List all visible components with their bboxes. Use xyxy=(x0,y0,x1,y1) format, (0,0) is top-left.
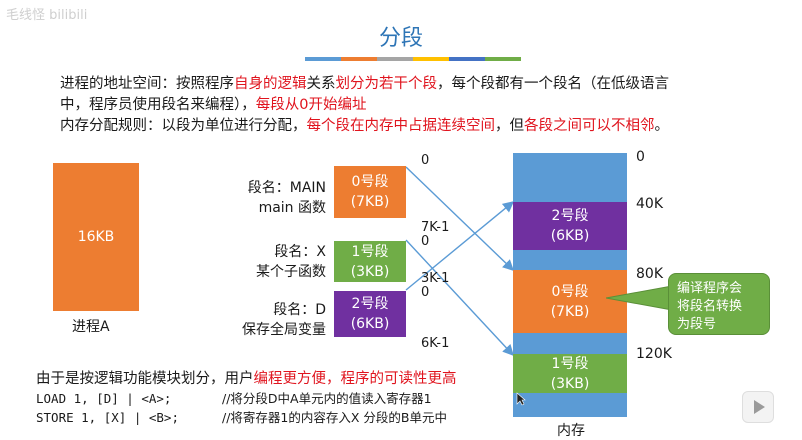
callout-box: 编译程序会 将段名转换 为段号 xyxy=(668,273,770,335)
play-icon xyxy=(754,400,765,414)
memory-free-1 xyxy=(513,153,627,202)
mouse-cursor-icon xyxy=(516,392,526,406)
intro-line-1: 进程的地址空间：按照程序自身的逻辑关系划分为若干个段，每个段都有一个段名（在低级… xyxy=(60,76,669,92)
seg1-end: 3K-1 xyxy=(421,271,450,286)
memory-free-4 xyxy=(513,393,627,417)
play-button[interactable] xyxy=(742,391,774,423)
intro-line-3: 内存分配规则：以段为单位进行分配，每个段在内存中占据连续空间，但各段之间可以不相… xyxy=(60,118,669,134)
seg0-block: 0号段 (7KB) xyxy=(334,166,406,218)
callout-pointer xyxy=(606,285,672,311)
seg0-start: 0 xyxy=(421,153,430,168)
memory-seg2: 2号段 (6KB) xyxy=(513,202,627,250)
memory-label: 内存 xyxy=(557,423,585,439)
bottom-line-1: 由于是按逻辑功能模块划分，用户编程更方便，程序的可读性更高 xyxy=(36,371,457,387)
page-title: 分段 xyxy=(378,26,423,51)
seg2-start: 0 xyxy=(421,285,430,300)
seg1-block: 1号段 (3KB) xyxy=(334,241,406,282)
memory-free-3 xyxy=(513,333,627,354)
seg0-name: 段名：MAIN main 函数 xyxy=(247,180,326,216)
arrow-seg2 xyxy=(405,201,515,291)
memory-mark-120k: 120K xyxy=(636,346,672,362)
process-block: 16KB xyxy=(53,163,139,311)
seg2-end: 6K-1 xyxy=(421,336,450,351)
memory-mark-0: 0 xyxy=(636,149,645,165)
arrow-seg1 xyxy=(405,239,514,357)
code-line-1: LOAD 1, [D] | <A>; xyxy=(36,391,172,406)
memory-seg0: 0号段 (7KB) xyxy=(513,270,627,333)
comment-line-2: //将寄存器1的内容存入X 分段的B单元中 xyxy=(222,410,447,425)
accent-bar-5 xyxy=(449,57,485,61)
seg1-name: 段名：X 某个子函数 xyxy=(256,244,326,280)
accent-bar-6 xyxy=(485,57,521,61)
arrow-seg0 xyxy=(405,166,515,271)
seg2-name: 段名：D 保存全局变量 xyxy=(242,302,326,338)
memory-mark-40k: 40K xyxy=(636,196,663,212)
accent-bar-2 xyxy=(341,57,377,61)
seg0-end: 7K-1 xyxy=(421,220,450,235)
memory-mark-80k: 80K xyxy=(636,266,663,282)
accent-bar-4 xyxy=(413,57,449,61)
accent-bar-3 xyxy=(377,57,413,61)
accent-bar-1 xyxy=(305,57,341,61)
seg1-start: 0 xyxy=(421,234,430,249)
watermark: 毛线怪 bilibili xyxy=(6,8,88,23)
process-label: 进程A xyxy=(72,319,110,335)
seg2-block: 2号段 (6KB) xyxy=(334,291,406,337)
intro-line-2: 中，程序员使用段名来编程），每段从0开始编址 xyxy=(60,97,367,113)
code-line-2: STORE 1, [X] | <B>; xyxy=(36,410,179,425)
memory-free-2 xyxy=(513,250,627,270)
comment-line-1: //将分段D中A单元内的值读入寄存器1 xyxy=(222,391,432,406)
memory-seg1: 1号段 (3KB) xyxy=(513,354,627,393)
